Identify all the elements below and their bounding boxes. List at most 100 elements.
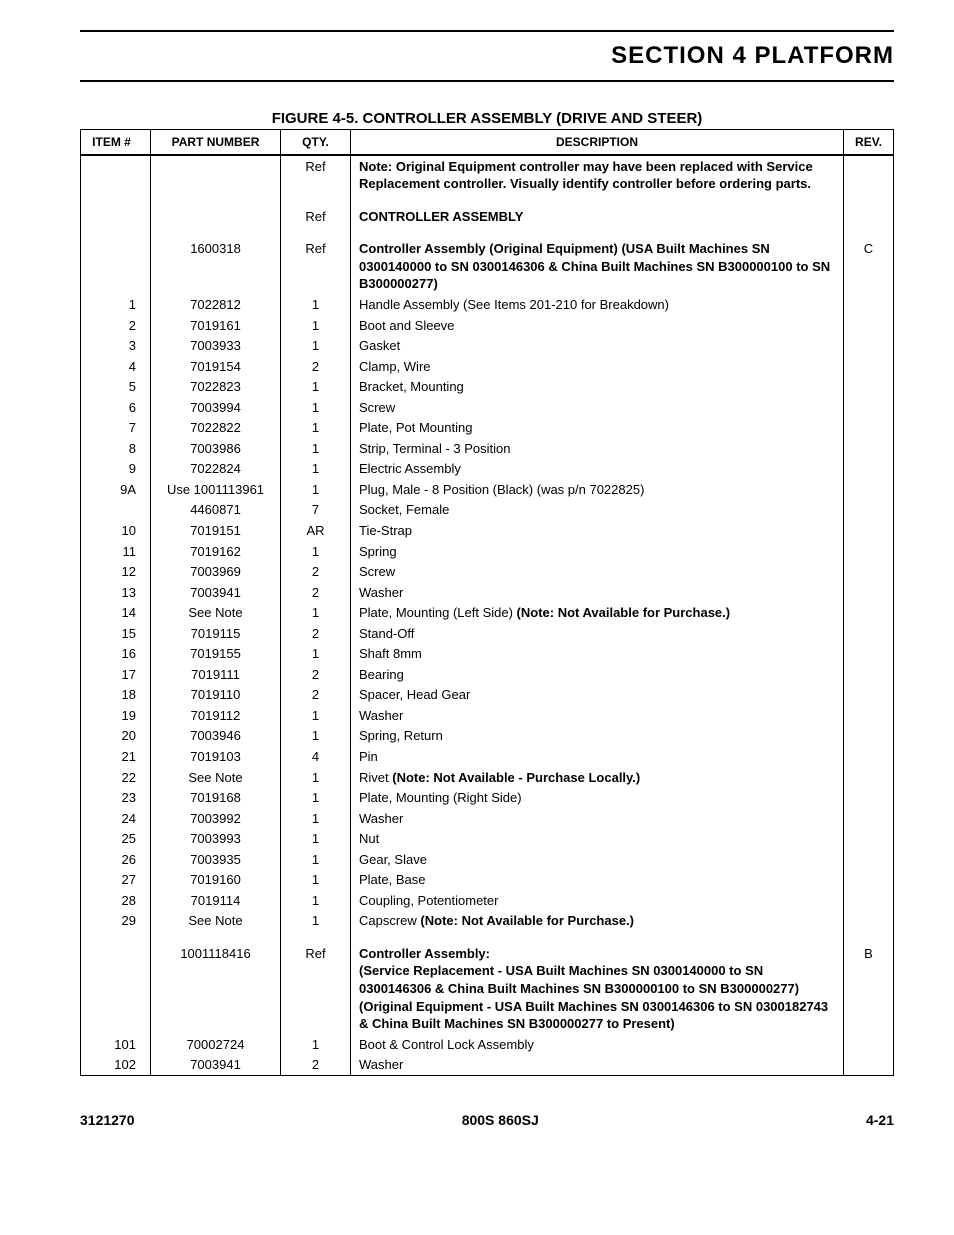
spacer-cell (81, 931, 151, 943)
cell-item: 27 (81, 870, 151, 891)
cell-qty: 1 (281, 1034, 351, 1055)
cell-rev (844, 377, 894, 398)
cell-part (151, 206, 281, 227)
cell-rev (844, 315, 894, 336)
cell-qty: 1 (281, 644, 351, 665)
spacer-cell (151, 194, 281, 206)
spacer-cell (844, 931, 894, 943)
cell-rev (844, 520, 894, 541)
cell-qty: 1 (281, 418, 351, 439)
cell-part: 7022812 (151, 294, 281, 315)
cell-item: 1 (81, 294, 151, 315)
cell-part: 7019162 (151, 541, 281, 562)
table-header-row: ITEM # PART NUMBER QTY. DESCRIPTION REV. (81, 130, 894, 156)
cell-item: 21 (81, 747, 151, 768)
cell-rev (844, 1034, 894, 1055)
table-row: 1170191621Spring (81, 541, 894, 562)
cell-part: See Note (151, 767, 281, 788)
cell-qty: AR (281, 520, 351, 541)
cell-desc: Electric Assembly (351, 459, 844, 480)
cell-desc: Socket, Female (351, 500, 844, 521)
table-row (81, 227, 894, 239)
cell-part: 7022824 (151, 459, 281, 480)
table-row: 10270039412Washer (81, 1055, 894, 1076)
cell-rev (844, 623, 894, 644)
table-row: 29See Note1Capscrew (Note: Not Available… (81, 911, 894, 932)
cell-part (151, 155, 281, 194)
cell-rev (844, 479, 894, 500)
cell-item: 19 (81, 705, 151, 726)
cell-rev: C (844, 239, 894, 295)
cell-desc: Tie-Strap (351, 520, 844, 541)
cell-desc: Nut (351, 829, 844, 850)
cell-desc: Washer (351, 582, 844, 603)
cell-qty: 1 (281, 767, 351, 788)
cell-desc: Screw (351, 562, 844, 583)
cell-rev (844, 418, 894, 439)
cell-part: 1600318 (151, 239, 281, 295)
table-row: 1770191112Bearing (81, 664, 894, 685)
cell-item (81, 500, 151, 521)
cell-qty: Ref (281, 155, 351, 194)
cell-desc: Controller Assembly:(Service Replacement… (351, 943, 844, 1034)
cell-part: 7003986 (151, 438, 281, 459)
table-row: 1370039412Washer (81, 582, 894, 603)
cell-qty: Ref (281, 239, 351, 295)
page-header: SECTION 4 PLATFORM (80, 30, 894, 82)
cell-part: 7022822 (151, 418, 281, 439)
cell-part: 4460871 (151, 500, 281, 521)
cell-desc: Boot and Sleeve (351, 315, 844, 336)
col-header-part: PART NUMBER (151, 130, 281, 156)
cell-part: 7019161 (151, 315, 281, 336)
cell-desc: Capscrew (Note: Not Available for Purcha… (351, 911, 844, 932)
cell-qty: 2 (281, 1055, 351, 1076)
cell-item: 23 (81, 788, 151, 809)
cell-desc: CONTROLLER ASSEMBLY (351, 206, 844, 227)
table-row: 44608717Socket, Female (81, 500, 894, 521)
cell-part: 7019115 (151, 623, 281, 644)
cell-part: 1001118416 (151, 943, 281, 1034)
cell-qty: 1 (281, 336, 351, 357)
cell-rev (844, 726, 894, 747)
table-row: 1570191152Stand-Off (81, 623, 894, 644)
cell-item: 2 (81, 315, 151, 336)
cell-desc: Washer (351, 705, 844, 726)
cell-qty: 2 (281, 685, 351, 706)
table-row: 107019151ARTie-Strap (81, 520, 894, 541)
table-row: 101700027241Boot & Control Lock Assembly (81, 1034, 894, 1055)
table-row: 1270039692Screw (81, 562, 894, 583)
cell-item: 4 (81, 356, 151, 377)
cell-rev (844, 206, 894, 227)
cell-desc: Coupling, Potentiometer (351, 890, 844, 911)
cell-desc: Plate, Pot Mounting (351, 418, 844, 439)
cell-part: 7019110 (151, 685, 281, 706)
cell-qty: 1 (281, 479, 351, 500)
cell-part: See Note (151, 603, 281, 624)
page-footer: 3121270 800S 860SJ 4-21 (80, 1112, 894, 1128)
cell-item: 3 (81, 336, 151, 357)
cell-qty: 1 (281, 870, 351, 891)
cell-desc: Note: Original Equipment controller may … (351, 155, 844, 194)
col-header-desc: DESCRIPTION (351, 130, 844, 156)
cell-desc: Stand-Off (351, 623, 844, 644)
table-row: 470191542Clamp, Wire (81, 356, 894, 377)
cell-rev (844, 685, 894, 706)
cell-part: 7003946 (151, 726, 281, 747)
table-row: 870039861Strip, Terminal - 3 Position (81, 438, 894, 459)
cell-qty: 1 (281, 541, 351, 562)
cell-desc: Washer (351, 1055, 844, 1076)
cell-qty: 1 (281, 603, 351, 624)
spacer-cell (151, 227, 281, 239)
cell-part: See Note (151, 911, 281, 932)
cell-desc: Spacer, Head Gear (351, 685, 844, 706)
cell-rev (844, 644, 894, 665)
cell-part: 7019112 (151, 705, 281, 726)
cell-rev (844, 705, 894, 726)
cell-qty: 1 (281, 705, 351, 726)
cell-desc: Bracket, Mounting (351, 377, 844, 398)
table-row: 170228121Handle Assembly (See Items 201-… (81, 294, 894, 315)
table-row: 2170191034Pin (81, 747, 894, 768)
cell-part: 7019151 (151, 520, 281, 541)
cell-item: 26 (81, 849, 151, 870)
table-row: RefNote: Original Equipment controller m… (81, 155, 894, 194)
